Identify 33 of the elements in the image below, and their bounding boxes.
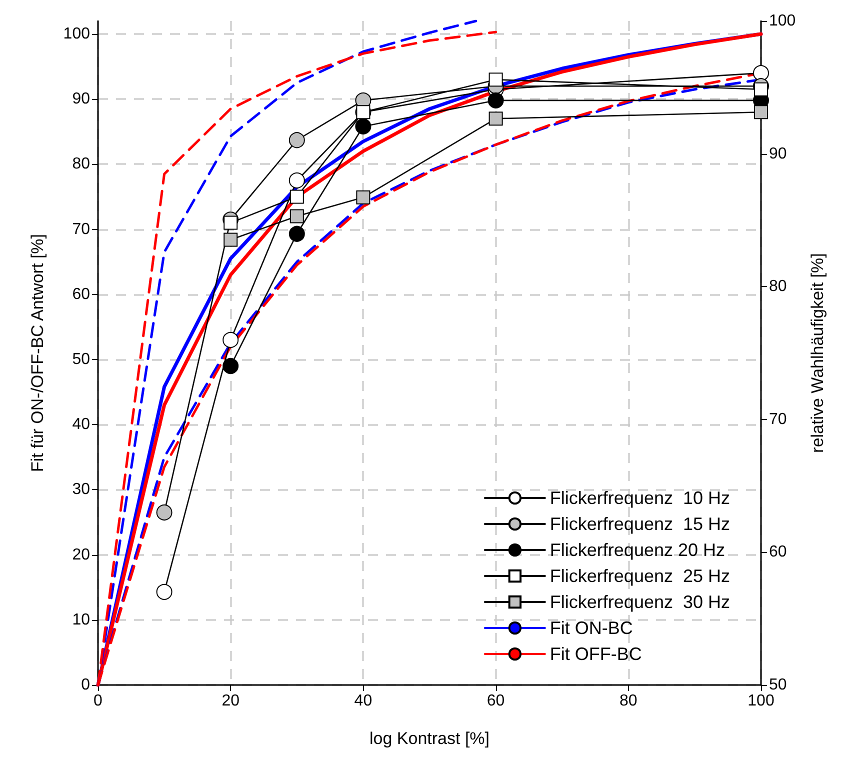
legend-label: Flickerfrequenz 10 Hz: [550, 488, 730, 508]
y-tick-label: 80: [72, 156, 90, 173]
y-tick-label: 30: [72, 481, 90, 498]
x-tick-label: 20: [222, 692, 240, 710]
x-tick-label: 40: [354, 692, 372, 710]
legend-label: Flickerfrequenz 20 Hz: [550, 540, 726, 560]
y2-tick-label: 50: [769, 676, 787, 694]
x-tick-label: 60: [486, 692, 505, 710]
y-tick-label: 60: [72, 286, 90, 303]
y2-tick-label: 70: [769, 410, 787, 428]
y-tick-label: 100: [63, 26, 90, 43]
y-tick-label: 0: [81, 676, 90, 694]
legend-label: Flickerfrequenz 15 Hz: [550, 514, 730, 534]
legend-label: Fit OFF-BC: [550, 644, 642, 664]
y-tick-label: 40: [72, 416, 90, 434]
y-tick-label: 20: [72, 546, 90, 564]
y2-tick-label: 100: [769, 12, 796, 30]
y2-tick-label: 90: [769, 145, 787, 162]
x-tick-label: 0: [94, 692, 103, 710]
x-axis-title: log Kontrast [%]: [369, 729, 490, 748]
y-tick-label: 90: [72, 90, 90, 108]
y-tick-label: 50: [72, 351, 90, 368]
y2-tick-label: 80: [769, 278, 787, 296]
legend-label: Flickerfrequenz 25 Hz: [550, 566, 730, 586]
x-tick-label: 100: [748, 692, 774, 710]
y-axis-title: Fit für ON-/OFF-BC Antwort [%]: [28, 234, 47, 472]
legend-label: Fit ON-BC: [550, 618, 633, 638]
y2-tick-label: 60: [769, 544, 787, 561]
y2-axis-title: relative Wahlhäufigkeit [%]: [808, 253, 827, 453]
legend-label: Flickerfrequenz 30 Hz: [550, 592, 730, 612]
x-tick-label: 80: [620, 692, 638, 710]
y-tick-label: 70: [72, 220, 90, 238]
y-tick-label: 10: [72, 611, 90, 628]
